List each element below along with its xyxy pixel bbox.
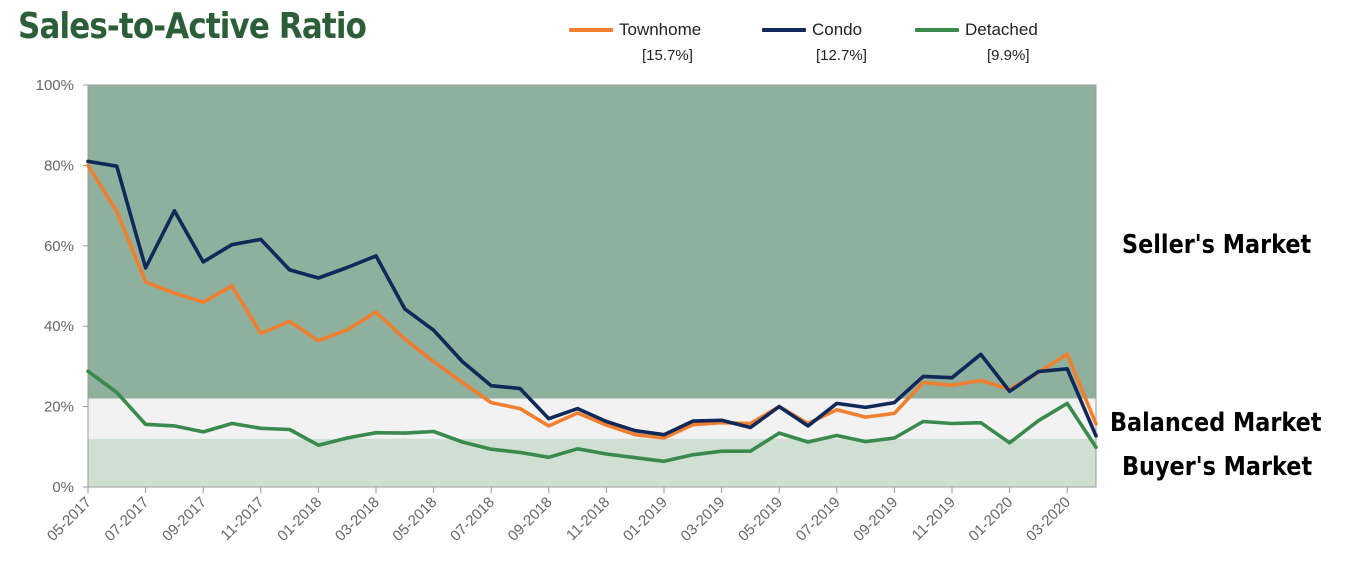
series-line-detached <box>86 369 1098 464</box>
legend-swatch-townhome <box>569 28 613 32</box>
x-tick-label: 01-2018 <box>274 494 325 545</box>
x-tick-label: 03-2018 <box>332 494 383 545</box>
x-tick-label: 03-2020 <box>1023 494 1074 545</box>
x-tick-label: 11-2018 <box>563 494 613 544</box>
series-line-townhome <box>86 163 1098 440</box>
x-tick-label: 09-2018 <box>505 494 556 545</box>
legend-label-detached: Detached <box>965 20 1038 39</box>
balanced-market-label: Balanced Market <box>1110 408 1322 438</box>
x-tick-label: 05-2018 <box>389 494 440 545</box>
chart-title: Sales-to-Active Ratio <box>18 6 367 47</box>
legend-value-condo: [12.7%] <box>816 47 867 64</box>
series-line-condo <box>86 159 1098 438</box>
x-tick-label: 05-2019 <box>735 494 786 545</box>
sellers-market-label: Seller's Market <box>1122 230 1312 260</box>
y-tick-label: 60% <box>44 238 74 255</box>
x-tick-label: 07-2017 <box>101 494 152 545</box>
legend-swatch-condo <box>762 28 806 32</box>
x-tick-label: 05-2017 <box>44 494 95 545</box>
y-tick-label: 20% <box>44 399 74 416</box>
x-tick-label: 01-2020 <box>965 494 1016 545</box>
x-tick-label: 11-2019 <box>909 494 959 544</box>
plot-border <box>87 84 1097 488</box>
x-tick-label: 01-2019 <box>620 494 671 545</box>
y-tick-label: 40% <box>44 318 74 335</box>
legend-label-townhome: Townhome <box>619 20 702 39</box>
x-tick-label: 07-2018 <box>447 494 498 545</box>
y-tick-label: 100% <box>36 77 74 94</box>
legend-label-condo: Condo <box>812 20 863 39</box>
legend-value-townhome: [15.7%] <box>642 47 693 64</box>
legend-swatch-detached <box>915 28 959 32</box>
y-tick-label: 80% <box>44 157 74 174</box>
legend-value-detached: [9.9%] <box>987 47 1030 64</box>
x-tick-label: 11-2017 <box>217 494 267 544</box>
x-tick-label: 09-2019 <box>850 494 901 545</box>
x-tick-label: 09-2017 <box>159 494 210 545</box>
y-tick-label: 0% <box>52 479 74 496</box>
buyers-market-label: Buyer's Market <box>1122 452 1313 482</box>
x-tick-label: 03-2019 <box>677 494 728 545</box>
band-2 <box>88 438 1096 487</box>
x-tick-label: 07-2019 <box>793 494 844 545</box>
